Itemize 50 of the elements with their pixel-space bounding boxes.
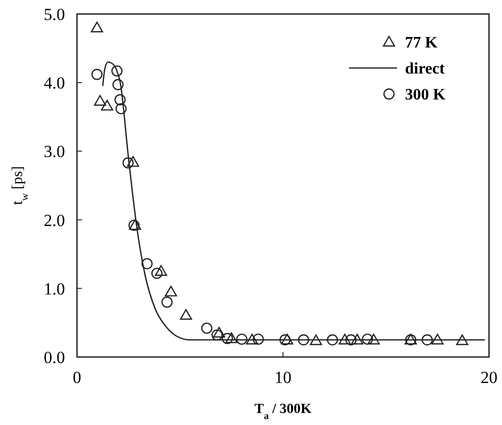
point xyxy=(201,322,212,334)
point xyxy=(225,332,238,344)
point xyxy=(222,332,233,344)
point xyxy=(236,334,248,345)
point xyxy=(211,329,223,341)
y-tick-label: 1.0 xyxy=(44,279,65,298)
x-tick-label: 20 xyxy=(480,368,498,387)
point xyxy=(338,334,351,344)
point xyxy=(326,334,338,346)
point xyxy=(151,268,163,279)
point xyxy=(456,334,468,346)
point xyxy=(351,334,364,344)
point xyxy=(90,22,104,32)
point xyxy=(164,286,178,296)
point xyxy=(362,334,374,345)
point xyxy=(368,334,380,344)
point xyxy=(112,79,124,90)
point xyxy=(298,334,310,346)
point xyxy=(213,326,226,338)
point xyxy=(126,156,140,167)
x-tick-label: 0 xyxy=(72,368,82,387)
point xyxy=(122,157,134,168)
point xyxy=(281,334,294,344)
legend-label: 77 K xyxy=(405,34,438,52)
point xyxy=(94,95,106,106)
point xyxy=(422,334,433,346)
point xyxy=(91,68,103,80)
point xyxy=(154,265,168,276)
point xyxy=(180,309,192,320)
legend-label: direct xyxy=(405,60,446,78)
point xyxy=(111,65,123,77)
x-axis-title: T$_{a}$ / 300K xyxy=(254,402,312,422)
y-tick-label: 3.0 xyxy=(44,142,65,162)
point xyxy=(100,100,114,111)
point xyxy=(252,334,264,345)
point xyxy=(279,334,291,346)
point xyxy=(310,334,322,346)
point xyxy=(431,334,444,344)
point xyxy=(141,258,153,270)
point xyxy=(114,94,126,106)
point xyxy=(345,334,357,346)
point xyxy=(115,103,127,114)
point xyxy=(246,334,258,344)
y-tick-label: 5.0 xyxy=(44,4,65,24)
legend-label: 300 K xyxy=(405,86,446,104)
y-tick-label: 4.0 xyxy=(44,74,65,93)
y-tick-label: 2.0 xyxy=(44,210,65,230)
x-tick-label: 10 xyxy=(274,368,292,387)
point xyxy=(161,296,173,308)
y-tick-label: 0.0 xyxy=(44,348,65,367)
